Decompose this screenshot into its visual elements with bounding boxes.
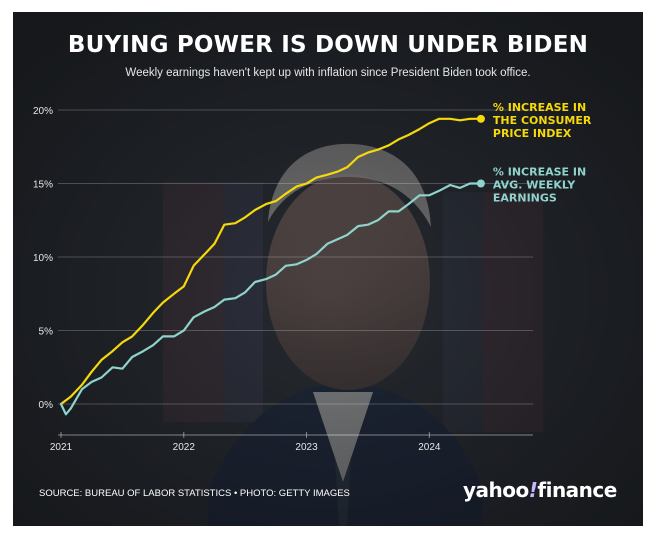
x-tick-labels: 2021 2022 2023 2024 xyxy=(50,442,441,453)
series-endpoint-0 xyxy=(476,114,485,123)
series-labels: % INCREASE IN THE CONSUMER PRICE INDEX % IN… xyxy=(493,101,592,205)
chart-card: BUYING POWER IS DOWN UNDER BIDEN Weekly … xyxy=(13,12,643,526)
chart-subtitle: Weekly earnings haven't kept up with inf… xyxy=(125,67,531,79)
x-tick-label: 2024 xyxy=(418,442,441,453)
series-endpoint-1 xyxy=(476,179,485,188)
series-lines xyxy=(59,114,485,416)
y-tick-label: 10% xyxy=(33,253,53,264)
series-line-0 xyxy=(59,117,482,406)
series-line-1 xyxy=(59,182,482,416)
x-tick-label: 2021 xyxy=(50,442,73,453)
chart-title: BUYING POWER IS DOWN UNDER BIDEN xyxy=(67,32,589,58)
logo-bang: ! xyxy=(528,478,538,502)
x-tick-label: 2023 xyxy=(295,442,318,453)
line-chart: 0% 5% 10% 15% 20% 2021 2022 2023 2024 % INCREAS… xyxy=(33,101,592,453)
series-label-0: % INCREASE IN THE CONSUMER PRICE INDEX xyxy=(493,101,592,140)
background-photo xyxy=(13,12,643,526)
grid-lines xyxy=(58,109,533,438)
y-tick-label: 0% xyxy=(39,400,54,411)
source-note: SOURCE: BUREAU OF LABOR STATISTICS • PHO… xyxy=(39,488,350,499)
series-label-1: % INCREASE IN AVG. WEEKLY EARNINGS xyxy=(493,166,586,205)
x-tick-label: 2022 xyxy=(173,442,196,453)
y-tick-labels: 0% 5% 10% 15% 20% xyxy=(33,106,53,411)
logo-finance-text: finance xyxy=(537,478,617,502)
y-tick-label: 20% xyxy=(33,106,53,117)
logo-yahoo-text: yahoo xyxy=(463,478,529,502)
y-tick-label: 5% xyxy=(39,327,54,338)
yahoo-finance-logo: yahoo!finance xyxy=(463,478,617,502)
y-tick-label: 15% xyxy=(33,180,53,191)
